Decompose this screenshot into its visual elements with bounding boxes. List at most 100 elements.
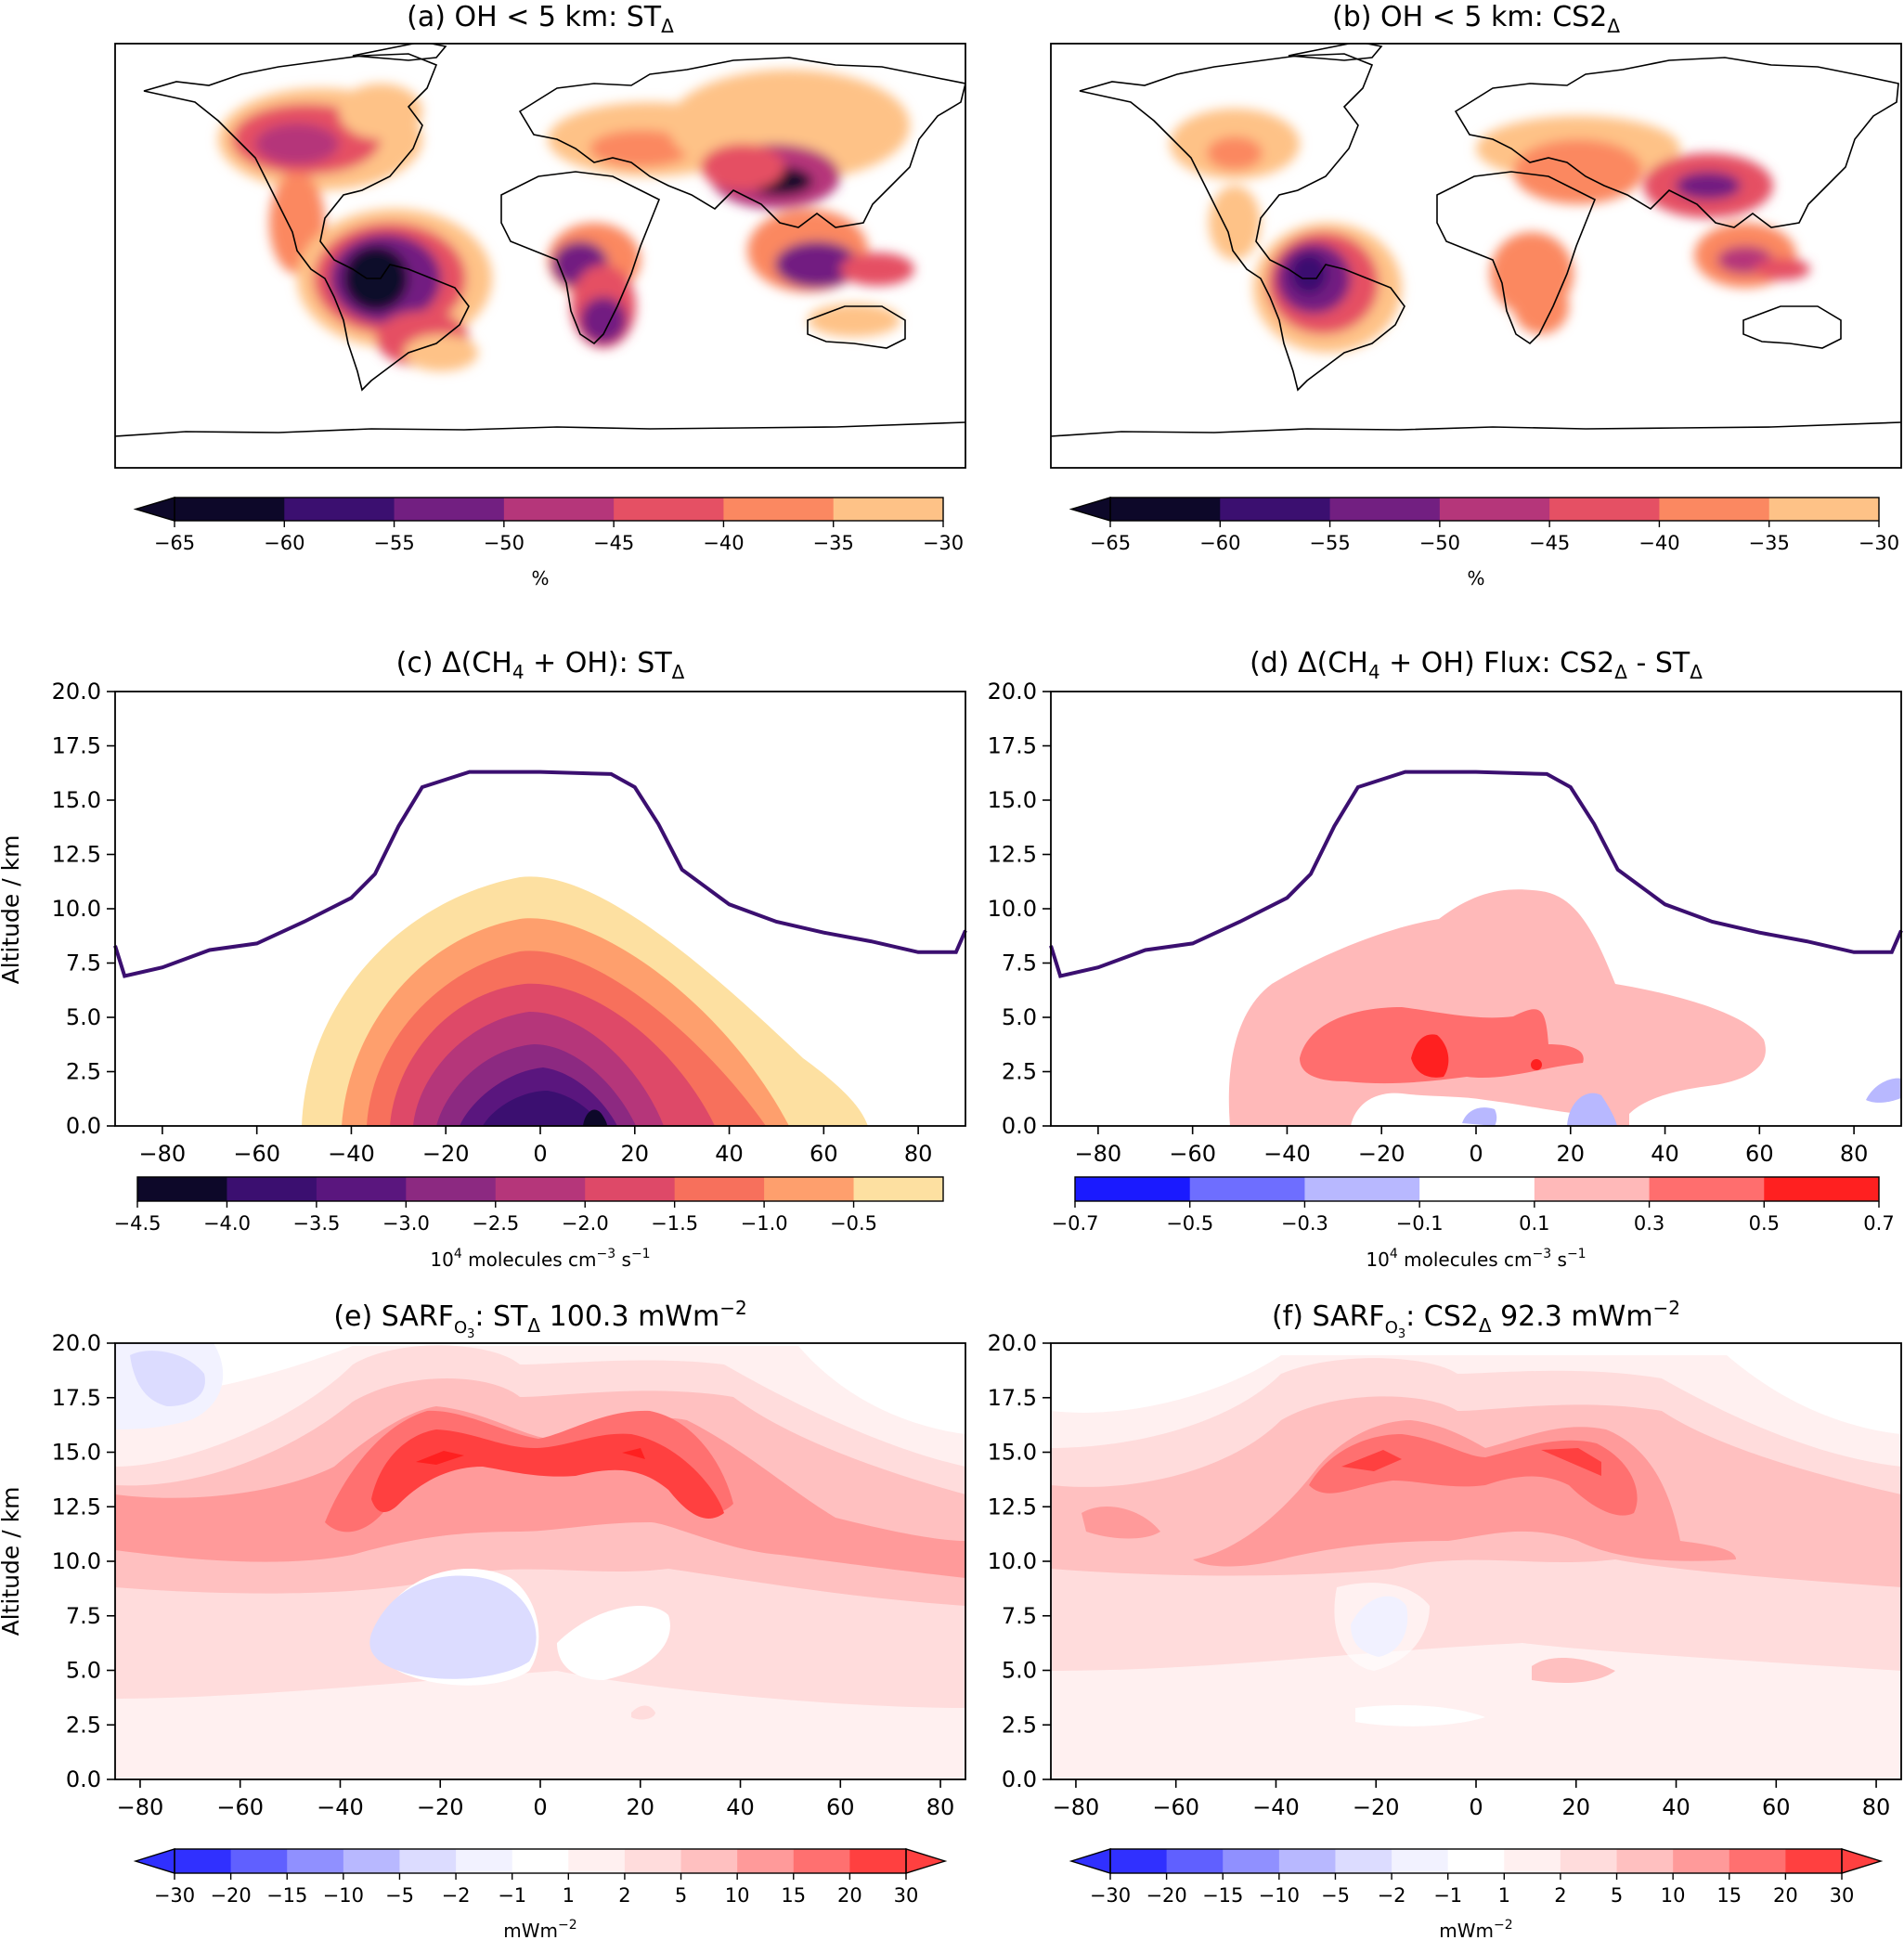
cbar-d-tick-label: 0.7 xyxy=(1863,1212,1894,1235)
cbar-f-tick-label: −20 xyxy=(1146,1884,1186,1907)
cbar-d-tick-label: −0.3 xyxy=(1281,1212,1328,1235)
cbar-e-segment xyxy=(343,1849,400,1873)
panel-c-xtick-label: −20 xyxy=(422,1141,470,1167)
panel-f-plot xyxy=(1050,1342,1902,1780)
cbar-a-label: % xyxy=(531,567,549,589)
cbar-e-tick-label: −2 xyxy=(442,1884,471,1907)
panel-c-xtick-label: −80 xyxy=(139,1141,187,1167)
cbar-d-segment xyxy=(1189,1177,1305,1201)
cbar-c-tick-label: −2.5 xyxy=(472,1212,519,1235)
panel-c-xtick-label: −60 xyxy=(233,1141,280,1167)
panel-f-ytick-label: 12.5 xyxy=(988,1494,1037,1520)
cbar-c-frame xyxy=(136,1176,944,1202)
panel-c-contours xyxy=(302,876,868,1126)
cbar-f-tick-label: −10 xyxy=(1259,1884,1300,1907)
cbar-d-segment xyxy=(1764,1177,1880,1201)
cbar-b-frame xyxy=(1109,497,1880,522)
panel-e-ytick-label: 7.5 xyxy=(66,1603,101,1629)
cbar-a-tick-label: −30 xyxy=(923,532,964,554)
cbar-f-segment xyxy=(1673,1849,1730,1873)
panel-e-plot xyxy=(114,1342,966,1780)
panel-f-xtick-label: 60 xyxy=(1762,1794,1791,1820)
panel-a-title: (a) OH < 5 km: STΔ xyxy=(407,1,674,37)
cbar-e-tick-label: −20 xyxy=(210,1884,251,1907)
panel-c-ytick-label: 12.5 xyxy=(52,842,101,868)
cbar-f-extend-min xyxy=(1069,1848,1111,1874)
panel-c-ytick-label: 17.5 xyxy=(52,733,101,759)
panel-f-ytick-label: 17.5 xyxy=(988,1385,1037,1411)
cbar-c-segment xyxy=(674,1177,765,1201)
cbar-e-tick-label: 15 xyxy=(781,1884,806,1907)
cbar-b-segment xyxy=(1220,498,1331,521)
cbar-a-tick-label: −35 xyxy=(813,532,854,554)
cbar-f-segment xyxy=(1110,1849,1168,1873)
cbar-d-tick-label: 0.3 xyxy=(1634,1212,1664,1235)
cbar-d-tick-label: −0.5 xyxy=(1166,1212,1213,1235)
panel-f-xtick-label: 20 xyxy=(1561,1794,1590,1820)
cbar-c-tick-label: −4.5 xyxy=(114,1212,162,1235)
panel-d-ytick-label: 2.5 xyxy=(1002,1059,1037,1085)
cbar-b-segment xyxy=(1768,498,1880,521)
panel-f-xtick-label: −60 xyxy=(1152,1794,1199,1820)
panel-f-ytick-label: 2.5 xyxy=(1002,1712,1037,1738)
cbar-f-segment xyxy=(1392,1849,1449,1873)
cbar-c-segment xyxy=(227,1177,317,1201)
panel-c-xtick-label: 20 xyxy=(621,1141,650,1167)
panel-f-xtick-label: 80 xyxy=(1862,1794,1891,1820)
cbar-f-tick-label: 2 xyxy=(1554,1884,1566,1907)
cbar-d-tick-label: 0.5 xyxy=(1749,1212,1780,1235)
cbar-b-tick-label: −50 xyxy=(1419,532,1460,554)
panel-e-xtick-label: 60 xyxy=(826,1794,855,1820)
cbar-b-tick-label: −55 xyxy=(1309,532,1350,554)
cbar-b-segment xyxy=(1549,498,1660,521)
panel-c-tropopause-line xyxy=(113,770,967,978)
panel-b-ohfield xyxy=(1170,109,1810,353)
cbar-f-segment xyxy=(1447,1849,1505,1873)
cbar-e-tick-label: 1 xyxy=(563,1884,575,1907)
panel-e-xtick-label: 80 xyxy=(926,1794,955,1820)
panel-e-xtick-label: −80 xyxy=(117,1794,164,1820)
panel-f-contours xyxy=(1051,1343,1901,1779)
panel-f-ytick-label: 10.0 xyxy=(988,1548,1037,1574)
panel-f-xtick-label: −40 xyxy=(1252,1794,1300,1820)
panel-c-ytick-label: 15.0 xyxy=(52,787,101,813)
cbar-e-segment xyxy=(287,1849,344,1873)
cbar-a-segment xyxy=(833,498,944,521)
panel-d-xtick-label: −80 xyxy=(1075,1141,1122,1167)
panel-d-ytick-label: 7.5 xyxy=(1002,951,1037,976)
panel-e-ytick-label: 12.5 xyxy=(52,1494,101,1520)
panel-c-plot xyxy=(113,691,967,1127)
cbar-b-tick-label: −65 xyxy=(1090,532,1131,554)
panel-a-map xyxy=(114,43,966,469)
panel-d-ytick-label: 0.0 xyxy=(1002,1113,1037,1139)
cbar-e-tick-label: −1 xyxy=(498,1884,526,1907)
cbar-e-segment xyxy=(175,1849,232,1873)
cbar-b-segment xyxy=(1329,498,1441,521)
cbar-f-segment xyxy=(1166,1849,1224,1873)
cbar-e-tick-label: 5 xyxy=(675,1884,687,1907)
cbar-b-tick-label: −45 xyxy=(1529,532,1570,554)
cbar-a-segment xyxy=(503,498,615,521)
cbar-c-tick-label: −0.5 xyxy=(830,1212,877,1235)
cbar-e-segment xyxy=(568,1849,626,1873)
panel-e-ytick-label: 20.0 xyxy=(52,1330,101,1356)
cbar-f-tick-label: 1 xyxy=(1498,1884,1510,1907)
cbar-f-label: mWm−2 xyxy=(1439,1918,1512,1940)
cbar-d-frame xyxy=(1074,1176,1880,1202)
cbar-d-segment xyxy=(1534,1177,1651,1201)
cbar-e-segment xyxy=(737,1849,795,1873)
cbar-c-segment xyxy=(406,1177,497,1201)
panel-d-xtick-label: −40 xyxy=(1263,1141,1311,1167)
cbar-a-tick-label: −55 xyxy=(373,532,414,554)
colorbars-layer: −65 −60 −55 −50 −45 −40 −35 −30 −65 −60 −55 −50 −45−… xyxy=(114,497,1899,1907)
panel-e-ytick-label: 15.0 xyxy=(52,1440,101,1466)
panel-d-ytick-label: 15.0 xyxy=(988,787,1037,813)
panel-d-ytick-label: 10.0 xyxy=(988,896,1037,922)
cbar-a-segment xyxy=(614,498,724,521)
cbar-b-extend-min xyxy=(1069,497,1111,522)
cbar-c-segment xyxy=(853,1177,944,1201)
cbar-b-segment xyxy=(1659,498,1770,521)
cbar-a-tick-label: −65 xyxy=(154,532,195,554)
panel-e-xtick-label: 40 xyxy=(726,1794,755,1820)
cbar-b-segment xyxy=(1439,498,1550,521)
